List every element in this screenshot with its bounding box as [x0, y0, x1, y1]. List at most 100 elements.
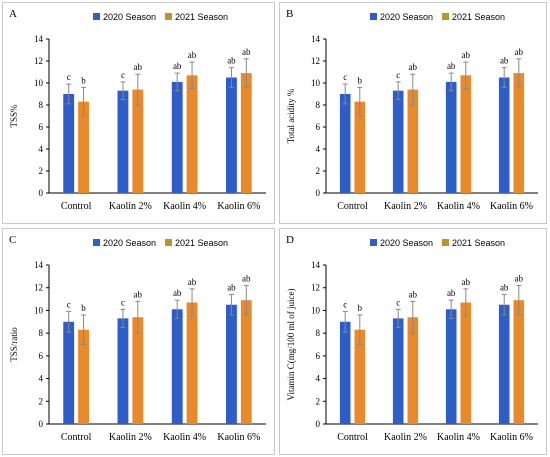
- panel-letter: A: [9, 8, 17, 20]
- y-tick-label: 0: [39, 188, 44, 198]
- panel-letter: D: [286, 234, 294, 246]
- x-category-label: Kaolin 2%: [384, 201, 427, 212]
- bar-2021: [354, 329, 366, 424]
- y-tick-label: 10: [34, 78, 44, 88]
- y-tick-label: 12: [34, 56, 43, 66]
- x-category-label: Kaolin 6%: [217, 201, 260, 212]
- significance-letter: b: [358, 303, 363, 313]
- legend-label-2020: 2020 Season: [103, 238, 156, 248]
- significance-letter: ab: [188, 50, 197, 60]
- y-tick-label: 4: [316, 374, 321, 384]
- y-tick-label: 2: [39, 166, 44, 176]
- bar-2020: [339, 94, 351, 193]
- legend-label-2020: 2020 Season: [380, 238, 433, 248]
- panel-letter: B: [286, 8, 293, 20]
- significance-letter: ab: [515, 273, 524, 283]
- y-tick-label: 8: [316, 328, 321, 338]
- significance-letter: ab: [462, 277, 471, 287]
- y-tick-label: 10: [311, 305, 321, 315]
- bar-2020: [445, 81, 457, 193]
- x-category-label: Kaolin 2%: [109, 201, 152, 212]
- x-category-label: Control: [337, 201, 368, 212]
- y-tick-label: 12: [34, 283, 43, 293]
- y-tick-label: 6: [316, 122, 321, 132]
- chart-svg: C 2020 Season 2021 Season 0 2 4 6 8 10 12 14 TSS/ra…: [9, 234, 266, 443]
- y-tick-label: 8: [39, 328, 44, 338]
- significance-letter: c: [121, 70, 125, 80]
- significance-letter: ab: [134, 62, 143, 72]
- bar-2021: [513, 300, 525, 424]
- legend-label-2021: 2021 Season: [452, 12, 505, 22]
- x-category-label: Kaolin 6%: [490, 432, 533, 443]
- significance-letter: ab: [173, 288, 182, 298]
- significance-letter: c: [67, 300, 71, 310]
- y-tick-label: 4: [39, 144, 44, 154]
- bar-2021: [354, 101, 366, 193]
- x-category-label: Control: [337, 432, 368, 443]
- y-tick-label: 6: [39, 351, 44, 361]
- bar-2020: [226, 77, 237, 193]
- significance-letter: b: [81, 303, 86, 313]
- legend-label-2021: 2021 Season: [452, 238, 505, 248]
- legend: 2020 Season 2021 Season: [370, 12, 505, 22]
- y-tick-label: 8: [316, 100, 321, 110]
- bar-2020: [63, 321, 75, 424]
- bar-2021: [513, 73, 525, 193]
- significance-letter: ab: [447, 61, 456, 71]
- bar-2021: [186, 75, 198, 193]
- y-tick-label: 2: [39, 396, 44, 406]
- y-axis-title: TSS%: [9, 104, 19, 128]
- bar-2021: [407, 89, 419, 193]
- significance-letter: ab: [242, 47, 251, 57]
- bar-2021: [78, 101, 89, 193]
- legend-label-2021: 2021 Season: [175, 12, 228, 22]
- legend: 2020 Season 2021 Season: [370, 238, 505, 248]
- x-category-label: Kaolin 4%: [437, 201, 480, 212]
- bar-2021: [186, 302, 198, 424]
- x-category-label: Kaolin 6%: [217, 432, 260, 443]
- significance-letter: c: [396, 70, 400, 80]
- chart-svg: B 2020 Season 2021 Season 0 2 4 6 8 10 12 14 Total …: [286, 8, 538, 212]
- y-tick-label: 0: [39, 419, 44, 429]
- y-axis-title: Total acidity %: [286, 88, 296, 143]
- legend-swatch-2021: [442, 13, 449, 20]
- significance-letter: ab: [500, 283, 509, 293]
- significance-letter: c: [67, 72, 71, 82]
- significance-letter: ab: [173, 61, 182, 71]
- bar-2020: [117, 90, 129, 193]
- y-tick-label: 14: [311, 260, 321, 270]
- x-category-label: Kaolin 2%: [384, 432, 427, 443]
- y-tick-label: 12: [311, 56, 320, 66]
- bar-2020: [117, 318, 129, 424]
- y-tick-label: 4: [39, 374, 44, 384]
- x-category-label: Kaolin 2%: [109, 432, 152, 443]
- significance-letter: ab: [242, 273, 251, 283]
- bar-2021: [240, 73, 252, 193]
- y-tick-label: 14: [34, 34, 44, 44]
- legend-label-2020: 2020 Season: [380, 12, 433, 22]
- significance-letter: ab: [188, 277, 197, 287]
- bar-2020: [226, 304, 237, 424]
- legend-swatch-2021: [442, 239, 449, 246]
- y-tick-label: 8: [39, 100, 44, 110]
- legend-swatch-2021: [165, 239, 172, 246]
- y-tick-label: 10: [34, 305, 44, 315]
- significance-letter: b: [358, 75, 363, 85]
- legend-swatch-2020: [370, 13, 377, 20]
- significance-letter: ab: [447, 288, 456, 298]
- y-tick-label: 12: [311, 283, 320, 293]
- legend-label-2021: 2021 Season: [175, 238, 228, 248]
- x-category-label: Kaolin 4%: [437, 432, 480, 443]
- x-category-label: Kaolin 4%: [163, 432, 206, 443]
- chart-panel-a: A 2020 Season 2021 Season 0 2 4 6 8 10 12 14 TSS% c b…: [2, 2, 275, 224]
- y-tick-label: 4: [316, 144, 321, 154]
- bar-2021: [132, 89, 144, 193]
- panel-letter: C: [9, 234, 16, 246]
- bar-2021: [132, 317, 144, 424]
- legend-swatch-2020: [370, 239, 377, 246]
- significance-letter: ab: [462, 50, 471, 60]
- y-tick-label: 0: [316, 188, 321, 198]
- y-tick-label: 14: [34, 260, 44, 270]
- bar-2021: [460, 75, 472, 193]
- significance-letter: c: [343, 300, 347, 310]
